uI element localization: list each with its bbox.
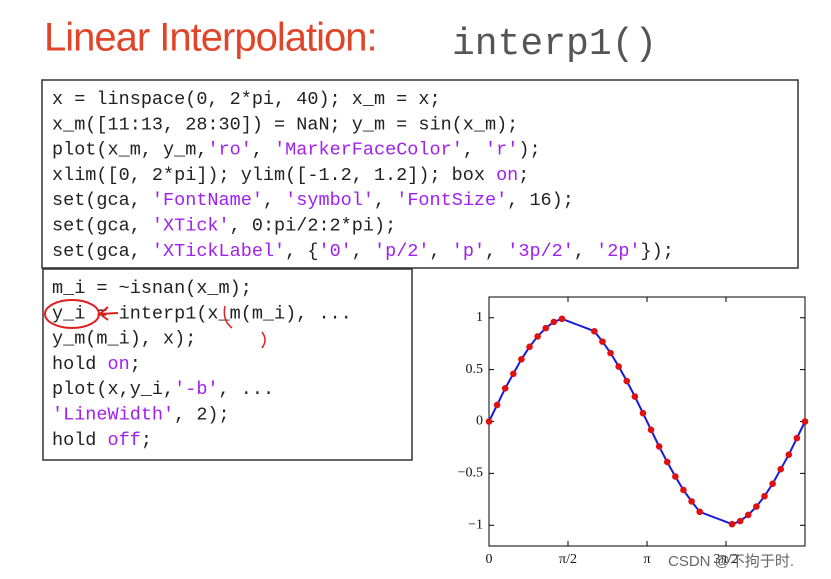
marker <box>688 498 695 505</box>
code-line: m_i = ~isnan(x_m); <box>52 278 252 299</box>
code-line: x_m([11:13, 28:30]) = NaN; y_m = sin(x_m… <box>52 114 518 135</box>
code-line: set(gca, 'XTickLabel', {'0', 'p/2', 'p',… <box>52 241 674 262</box>
code-line: 'LineWidth', 2); <box>52 404 230 425</box>
code-line: plot(x_m, y_m,'ro', 'MarkerFaceColor', '… <box>52 139 541 160</box>
y-tick-label: −0.5 <box>458 466 483 481</box>
marker <box>753 503 760 510</box>
marker <box>801 418 809 425</box>
marker <box>639 409 647 417</box>
marker <box>485 418 493 425</box>
code-line: hold on; <box>52 354 141 375</box>
title-code: interp1() <box>452 23 657 66</box>
marker <box>728 520 736 528</box>
x-tick-label: π <box>643 552 650 567</box>
marker <box>736 517 744 525</box>
code-line: plot(x,y_i,'-b', ... <box>52 379 274 400</box>
code-line: y_m(m_i), x); <box>52 328 196 349</box>
marker <box>777 465 785 473</box>
marker <box>696 508 703 516</box>
plot: −1 −0.5 0 0.5 1 0 π/2 π 3π/2 <box>458 296 809 567</box>
y-tick-label: 0.5 <box>466 362 484 377</box>
marker <box>518 355 525 363</box>
code-line: hold off; <box>52 430 152 451</box>
code-line: x = linspace(0, 2*pi, 40); x_m = x; <box>52 89 441 110</box>
marker <box>607 349 614 357</box>
x-tick-label: π/2 <box>559 552 577 567</box>
code-block: m_i = ~isnan(x_m); y_i = interp1(x_m(m_i)… <box>52 278 352 451</box>
marker <box>793 434 801 442</box>
marker <box>615 363 622 370</box>
marker <box>647 426 655 434</box>
title: Linear Interpolation: <box>44 16 377 60</box>
marker <box>744 511 752 519</box>
marker <box>542 324 550 332</box>
annotation-arrow <box>98 306 119 321</box>
code-box <box>42 268 413 461</box>
marker <box>631 393 639 400</box>
watermark: CSDN @不拘于时. <box>668 553 794 570</box>
x-tick-label: 3π/2 <box>714 552 739 567</box>
marker <box>599 338 606 345</box>
marker <box>785 451 793 459</box>
code-line: set(gca, 'FontName', 'symbol', 'FontSize… <box>52 190 574 211</box>
y-tick-label: −1 <box>468 517 483 532</box>
annotation-mark <box>261 331 266 349</box>
marker <box>501 385 509 392</box>
y-tick-label: 0 <box>476 414 483 429</box>
marker <box>663 458 671 466</box>
marker <box>558 315 566 323</box>
marker <box>526 343 533 351</box>
marker <box>769 480 776 488</box>
code-box <box>41 79 799 269</box>
marker <box>550 318 558 326</box>
marker <box>623 377 631 385</box>
code-line: y_i = interp1(x_m(m_i), ... <box>52 303 352 324</box>
marker <box>509 370 517 378</box>
marker <box>655 443 663 450</box>
code-block: x = linspace(0, 2*pi, 40); x_m = x; x_m([… <box>52 89 674 262</box>
annotation-mark <box>223 305 233 329</box>
marker <box>672 473 679 480</box>
marker <box>493 401 501 409</box>
marker <box>680 486 687 494</box>
line <box>488 317 806 526</box>
code-line: xlim([0, 2*pi]); ylim([-1.2, 1.2]); box … <box>52 165 529 186</box>
marker <box>591 327 598 335</box>
x-tick-label: 0 <box>486 552 493 567</box>
marker <box>761 492 768 500</box>
marker <box>534 333 541 340</box>
y-tick-label: 1 <box>476 310 483 325</box>
code-line: set(gca, 'XTick', 0:pi/2:2*pi); <box>52 215 396 236</box>
